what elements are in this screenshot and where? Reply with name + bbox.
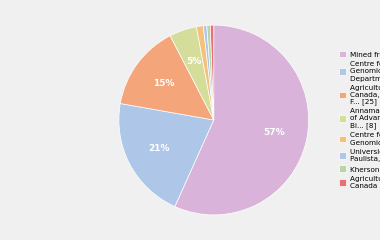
Text: 21%: 21% xyxy=(149,144,170,153)
Legend: Mined from GenBank, NCBI [97], Centre for Biodiversity
Genomics, Informatics
Dep: Mined from GenBank, NCBI [97], Centre fo… xyxy=(336,48,380,192)
Wedge shape xyxy=(207,25,214,120)
Text: 15%: 15% xyxy=(153,79,175,88)
Wedge shape xyxy=(120,36,214,120)
Text: 57%: 57% xyxy=(263,128,285,138)
Wedge shape xyxy=(170,27,214,120)
Wedge shape xyxy=(175,25,309,215)
Wedge shape xyxy=(203,25,214,120)
Wedge shape xyxy=(119,103,214,207)
Text: 5%: 5% xyxy=(186,57,201,66)
Wedge shape xyxy=(210,25,214,120)
Wedge shape xyxy=(196,26,214,120)
